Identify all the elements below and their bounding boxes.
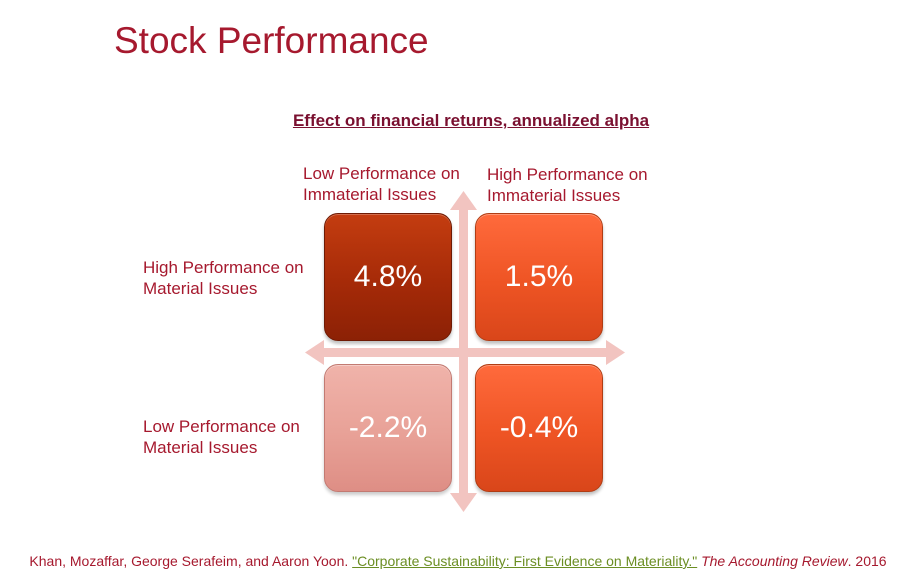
quadrant-value: -0.4% <box>499 411 579 444</box>
label-line: Immaterial Issues <box>487 186 621 205</box>
citation-article-link[interactable]: "Corporate Sustainability: First Evidenc… <box>352 553 698 569</box>
column-label-high-immaterial: High Performance on Immaterial Issues <box>487 164 648 206</box>
label-line: Immaterial Issues <box>303 185 437 204</box>
label-line: Low Performance on <box>303 164 460 183</box>
quadrant-low-material-high-immaterial: -0.4% <box>475 364 603 492</box>
down-arrowhead <box>450 493 477 512</box>
quadrant-value: 4.8% <box>353 260 423 293</box>
quadrant-value: 1.5% <box>504 260 574 293</box>
citation: Khan, Mozaffar, George Serafeim, and Aar… <box>0 553 916 569</box>
label-line: Material Issues <box>143 279 258 298</box>
quadrant-high-material-high-immaterial: 1.5% <box>475 213 603 341</box>
citation-journal: The Accounting Review <box>701 553 848 569</box>
row-label-high-material: High Performance on Material Issues <box>143 257 304 299</box>
quadrant-high-material-low-immaterial: 4.8% <box>324 213 452 341</box>
right-arrowhead <box>606 340 625 365</box>
up-arrowhead <box>450 191 477 210</box>
quadrant-value: -2.2% <box>348 411 428 444</box>
citation-year: . 2016 <box>847 553 887 569</box>
row-label-low-material: Low Performance on Material Issues <box>143 416 300 458</box>
left-arrowhead <box>305 340 324 365</box>
slide-title: Stock Performance <box>114 20 429 61</box>
label-line: Material Issues <box>143 438 258 457</box>
chart-subtitle: Effect on financial returns, annualized … <box>292 111 650 130</box>
label-line: High Performance on <box>143 258 304 277</box>
citation-authors: Khan, Mozaffar, George Serafeim, and Aar… <box>29 553 353 569</box>
column-label-low-immaterial: Low Performance on Immaterial Issues <box>303 163 460 205</box>
quadrant-low-material-low-immaterial: -2.2% <box>324 364 452 492</box>
horizontal-axis-shaft <box>322 348 608 357</box>
label-line: Low Performance on <box>143 417 300 436</box>
label-line: High Performance on <box>487 165 648 184</box>
